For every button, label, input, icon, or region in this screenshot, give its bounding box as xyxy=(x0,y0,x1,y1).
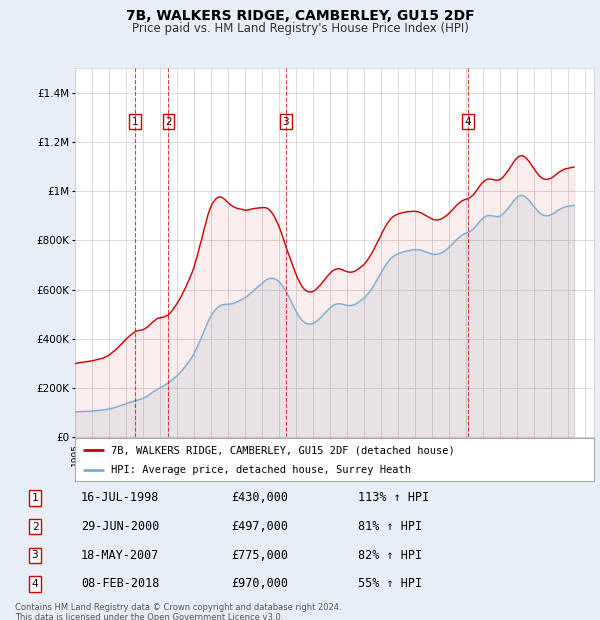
Text: 81% ↑ HPI: 81% ↑ HPI xyxy=(358,520,422,533)
Text: 4: 4 xyxy=(32,579,38,589)
Text: £497,000: £497,000 xyxy=(231,520,288,533)
Text: 82% ↑ HPI: 82% ↑ HPI xyxy=(358,549,422,562)
Text: £970,000: £970,000 xyxy=(231,577,288,590)
Text: HPI: Average price, detached house, Surrey Heath: HPI: Average price, detached house, Surr… xyxy=(112,465,412,475)
Text: £430,000: £430,000 xyxy=(231,492,288,505)
Text: 1: 1 xyxy=(132,117,139,126)
Text: Price paid vs. HM Land Registry's House Price Index (HPI): Price paid vs. HM Land Registry's House … xyxy=(131,22,469,35)
Text: 16-JUL-1998: 16-JUL-1998 xyxy=(81,492,160,505)
Text: 2: 2 xyxy=(165,117,172,126)
Text: Contains HM Land Registry data © Crown copyright and database right 2024.
This d: Contains HM Land Registry data © Crown c… xyxy=(15,603,341,620)
Text: 4: 4 xyxy=(465,117,472,126)
Text: £775,000: £775,000 xyxy=(231,549,288,562)
Text: 7B, WALKERS RIDGE, CAMBERLEY, GU15 2DF (detached house): 7B, WALKERS RIDGE, CAMBERLEY, GU15 2DF (… xyxy=(112,445,455,455)
Text: 18-MAY-2007: 18-MAY-2007 xyxy=(81,549,160,562)
Text: 29-JUN-2000: 29-JUN-2000 xyxy=(81,520,160,533)
Text: 3: 3 xyxy=(32,551,38,560)
Text: 2: 2 xyxy=(32,521,38,531)
Text: 55% ↑ HPI: 55% ↑ HPI xyxy=(358,577,422,590)
Text: 1: 1 xyxy=(32,493,38,503)
Text: 113% ↑ HPI: 113% ↑ HPI xyxy=(358,492,429,505)
Text: 08-FEB-2018: 08-FEB-2018 xyxy=(81,577,160,590)
Text: 3: 3 xyxy=(283,117,289,126)
Text: 7B, WALKERS RIDGE, CAMBERLEY, GU15 2DF: 7B, WALKERS RIDGE, CAMBERLEY, GU15 2DF xyxy=(125,9,475,24)
